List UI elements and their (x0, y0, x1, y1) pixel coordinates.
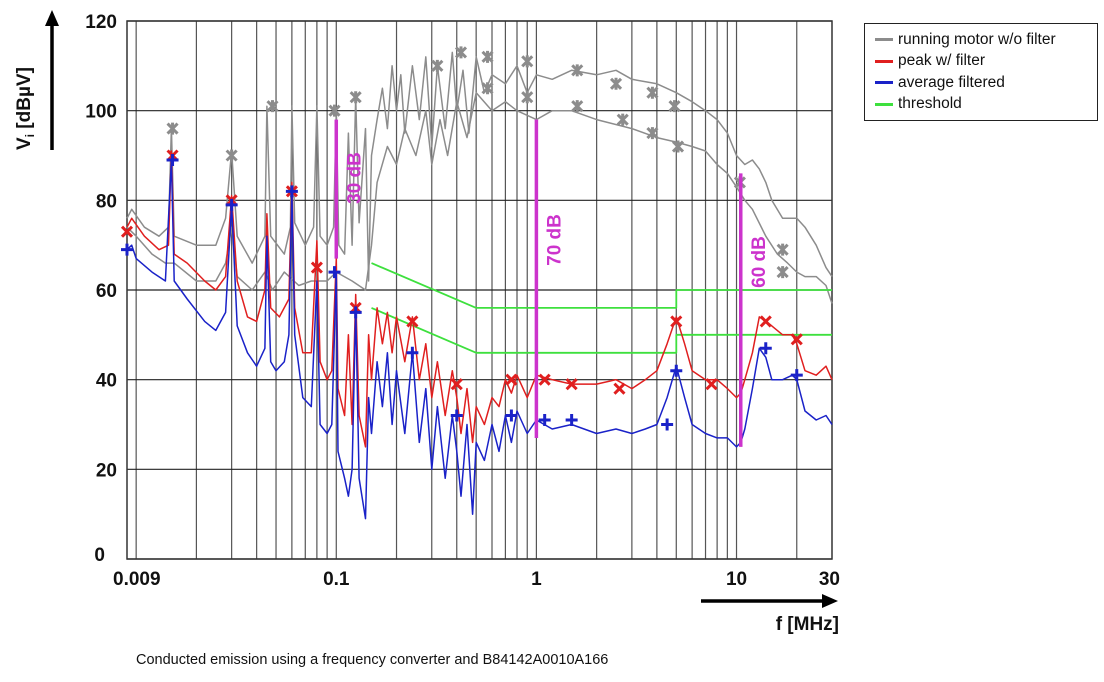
data-marker (705, 378, 718, 391)
data-marker (521, 91, 534, 104)
series-line (371, 307, 832, 354)
data-marker (790, 333, 803, 346)
chart-caption: Conducted emission using a frequency con… (136, 652, 609, 668)
data-marker (538, 414, 551, 427)
x-axis-arrowhead-icon (822, 594, 838, 608)
data-marker (571, 64, 584, 77)
data-marker (790, 369, 803, 382)
data-marker (759, 342, 772, 355)
data-marker (616, 113, 629, 126)
y-tick-label: 60 (96, 281, 117, 302)
legend-label: peak w/ filter (898, 52, 986, 70)
data-marker (571, 100, 584, 113)
series-layer (120, 46, 833, 520)
x-tick-label: 10 (726, 569, 747, 590)
data-marker (450, 409, 463, 422)
series-line (126, 159, 833, 520)
y-axis-arrowhead-icon (45, 10, 59, 26)
data-marker (166, 122, 179, 135)
y-axis-label: Vi [dBµV] (14, 67, 37, 150)
data-marker (613, 382, 626, 395)
legend-swatch (875, 38, 893, 42)
y-tick-label: 80 (96, 191, 117, 212)
y-tick-label: 0 (94, 545, 105, 566)
legend-label: running motor w/o filter (898, 30, 1056, 48)
legend: running motor w/o filter peak w/ filter … (864, 23, 1098, 121)
data-marker (225, 198, 238, 211)
legend-item: running motor w/o filter (875, 29, 1097, 51)
data-marker (349, 306, 362, 319)
data-marker (120, 225, 134, 238)
data-marker (661, 418, 674, 431)
attenuation-label: 70 dB (544, 214, 565, 266)
data-marker (521, 55, 534, 68)
y-tick-label: 20 (96, 460, 117, 481)
data-marker (328, 266, 341, 279)
data-marker (646, 127, 659, 140)
data-marker (454, 46, 468, 59)
x-tick-label: 1 (531, 569, 542, 590)
data-marker (406, 346, 419, 359)
attenuation-label: 30 dB (344, 152, 365, 204)
y-tick-label: 100 (85, 102, 117, 123)
series-line (126, 150, 833, 448)
data-marker (121, 243, 133, 256)
data-marker (349, 91, 362, 104)
annotation-layer: 30 dB 70 dB 60 dB (334, 119, 770, 447)
attenuation-label: 60 dB (749, 236, 770, 288)
legend-swatch (875, 81, 893, 85)
legend-label: average filtered (898, 73, 1005, 91)
data-marker (670, 364, 683, 377)
legend-item: average filtered (875, 72, 1097, 94)
data-marker (505, 409, 518, 422)
x-tick-label: 0.1 (323, 569, 350, 590)
data-marker (450, 378, 463, 391)
data-marker (266, 100, 279, 113)
legend-swatch (875, 59, 893, 63)
data-marker (565, 414, 578, 427)
y-tick-label: 40 (96, 371, 117, 392)
legend-item: peak w/ filter (875, 51, 1097, 73)
data-marker (671, 140, 685, 153)
series-line (371, 262, 832, 309)
legend-label: threshold (898, 95, 962, 113)
data-marker (538, 373, 551, 386)
data-marker (285, 185, 298, 198)
data-marker (328, 104, 341, 117)
data-marker (166, 153, 179, 166)
data-marker (431, 59, 444, 72)
data-marker (505, 373, 518, 386)
legend-swatch (875, 102, 893, 106)
data-marker (670, 315, 683, 328)
data-marker (565, 378, 578, 391)
tick-labels: 0 20 40 60 80 100 120 0.009 0.1 1 10 30 (85, 12, 840, 590)
data-marker (481, 50, 494, 63)
data-marker (609, 77, 623, 90)
x-tick-label: 0.009 (113, 569, 161, 590)
data-marker (759, 315, 772, 328)
data-marker (776, 266, 789, 279)
series-line (126, 51, 833, 282)
data-marker (776, 243, 789, 256)
data-marker (646, 86, 659, 99)
data-marker (225, 149, 238, 162)
x-tick-label: 30 (819, 569, 840, 590)
data-marker (668, 100, 681, 113)
data-marker (310, 261, 323, 274)
data-marker (406, 315, 419, 328)
y-tick-label: 120 (85, 12, 117, 33)
data-marker (481, 82, 494, 95)
x-axis-label: f [MHz] (776, 614, 839, 635)
legend-item: threshold (875, 94, 1097, 116)
